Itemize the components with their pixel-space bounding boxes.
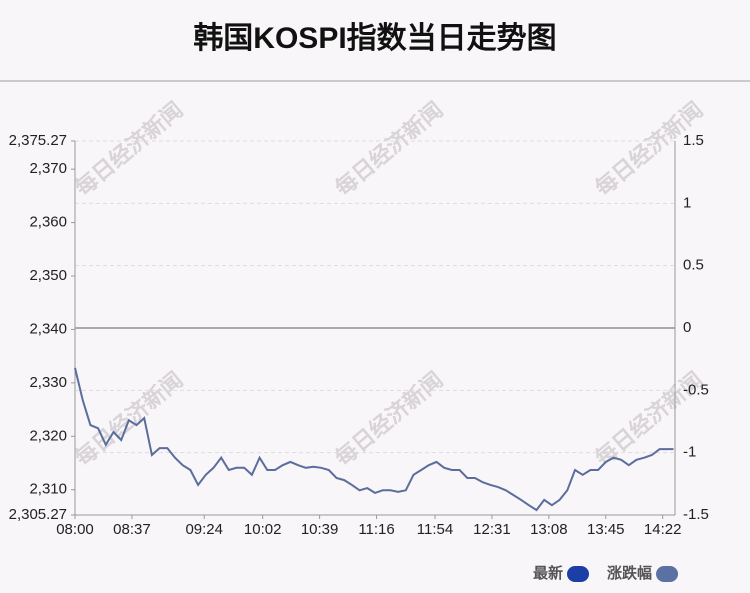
x-tick-label: 08:37 — [113, 521, 151, 538]
y2-tick-label: 1 — [683, 194, 691, 211]
chart-title: 韩国KOSPI指数当日走势图 — [193, 22, 556, 55]
watermark: 每日经济新闻 — [330, 97, 448, 202]
y-tick-label: 2,330 — [29, 374, 67, 391]
y-tick-label: 2,360 — [29, 214, 67, 231]
watermark: 每日经济新闻 — [70, 97, 188, 202]
x-tick-label: 14:22 — [644, 521, 682, 538]
legend-label: 涨跌幅 — [607, 564, 652, 582]
x-tick-label: 12:31 — [473, 521, 511, 538]
y-tick-label: 2,375.27 — [9, 132, 67, 149]
x-tick-label: 08:00 — [56, 521, 94, 538]
y2-tick-label: -0.5 — [683, 381, 709, 398]
x-tick-label: 11:54 — [417, 521, 453, 538]
y-tick-label: 2,340 — [29, 320, 67, 337]
y-tick-label: 2,370 — [29, 160, 67, 177]
x-tick-label: 13:08 — [530, 521, 568, 538]
legend-label: 最新 — [533, 564, 563, 582]
y2-tick-label: 0.5 — [683, 257, 704, 274]
x-tick-label: 10:39 — [301, 521, 339, 538]
x-tick-label: 09:24 — [185, 521, 223, 538]
x-tick-label: 11:16 — [358, 521, 394, 538]
watermark: 每日经济新闻 — [330, 367, 448, 472]
y2-tick-label: 0 — [683, 319, 691, 336]
y-tick-label: 2,305.27 — [9, 506, 67, 523]
y-tick-label: 2,320 — [29, 427, 67, 444]
x-tick-label: 13:45 — [587, 521, 625, 538]
y-tick-label: 2,310 — [29, 481, 67, 498]
x-tick-label: 10:02 — [244, 521, 282, 538]
price-line — [74, 367, 674, 512]
watermark: 每日经济新闻 — [590, 97, 708, 202]
y2-tick-label: -1.5 — [683, 506, 709, 523]
legend-swatch — [656, 566, 679, 582]
legend-swatch — [567, 566, 590, 582]
y2-tick-label: -1 — [683, 444, 696, 461]
y2-tick-label: 1.5 — [683, 132, 704, 149]
y-tick-label: 2,350 — [29, 267, 67, 284]
